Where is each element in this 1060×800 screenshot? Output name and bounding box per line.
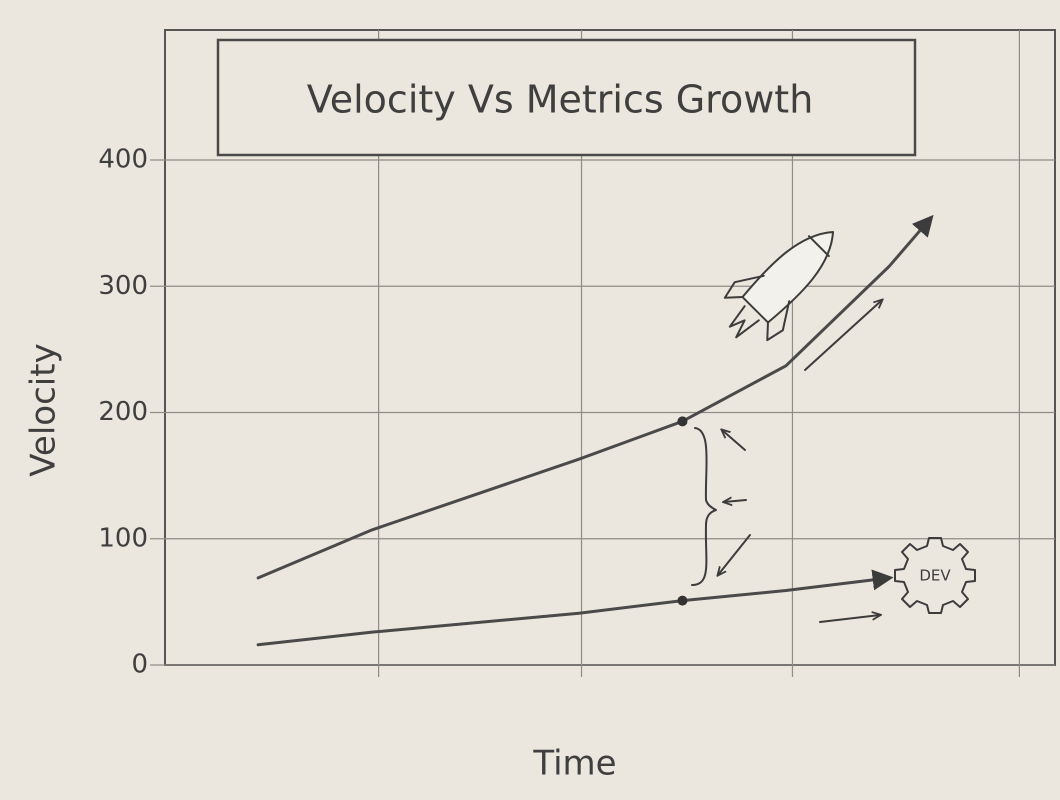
rocket xyxy=(708,208,857,357)
chart-title: Velocity Vs Metrics Growth xyxy=(307,78,814,122)
gap-arrow xyxy=(718,535,750,575)
x-axis-label: Time xyxy=(532,744,616,784)
series-line xyxy=(258,218,931,578)
y-tick-label: 300 xyxy=(98,271,148,301)
gap-arrow xyxy=(722,430,745,450)
series-line xyxy=(258,578,889,645)
y-tick-label: 100 xyxy=(98,523,148,553)
annotation: DEV xyxy=(919,567,951,585)
chart: 0 100 200 300 400 Velocity Vs Metrics Growth… xyxy=(0,0,1060,800)
dev-gear: DEV xyxy=(895,538,975,613)
brace xyxy=(692,428,716,585)
y-tick-label: 200 xyxy=(98,397,148,427)
motion-arrow xyxy=(820,615,880,622)
highlight-point xyxy=(677,596,687,606)
y-axis-label: Velocity xyxy=(24,343,64,476)
highlight-point xyxy=(677,416,687,426)
y-tick-label: 0 xyxy=(131,650,148,680)
gap-arrow xyxy=(724,500,746,502)
y-tick-label: 400 xyxy=(98,145,148,175)
